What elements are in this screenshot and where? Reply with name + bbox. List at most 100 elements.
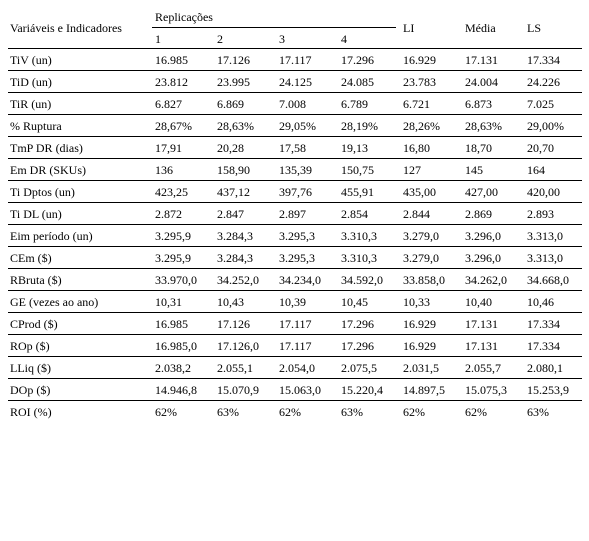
- table-rule: [8, 92, 582, 93]
- cell: 7.008: [279, 97, 306, 111]
- cell: 23.812: [155, 75, 188, 89]
- cell: 2.080,1: [527, 361, 563, 375]
- table-rule: [8, 158, 582, 159]
- cell: 17.296: [341, 339, 374, 353]
- cell: 28,19%: [341, 119, 378, 133]
- cell: 17.126: [217, 317, 250, 331]
- cell: 23.783: [403, 75, 436, 89]
- cell: 62%: [155, 405, 177, 419]
- cell: 17.117: [279, 317, 312, 331]
- row-label: TiV (un): [10, 53, 52, 67]
- cell: 14.897,5: [403, 383, 445, 397]
- cell: 16.985: [155, 53, 188, 67]
- cell: 34.668,0: [527, 273, 569, 287]
- cell: 127: [403, 163, 421, 177]
- stat-header: LI: [403, 21, 415, 35]
- cell: 28,67%: [155, 119, 192, 133]
- cell: 135,39: [279, 163, 312, 177]
- cell: 3.313,0: [527, 229, 563, 243]
- cell: 2.031,5: [403, 361, 439, 375]
- cell: 10,45: [341, 295, 368, 309]
- replication-header: 2: [217, 32, 223, 46]
- cell: 3.279,0: [403, 251, 439, 265]
- cell: 420,00: [527, 185, 560, 199]
- cell: 34.262,0: [465, 273, 507, 287]
- cell: 24.226: [527, 75, 560, 89]
- cell: 6.869: [217, 97, 244, 111]
- row-label: DOp ($): [10, 383, 51, 397]
- row-label: Eim período (un): [10, 229, 93, 243]
- cell: 3.296,0: [465, 229, 501, 243]
- row-label: CEm ($): [10, 251, 52, 265]
- cell: 16,80: [403, 141, 430, 155]
- table-rule: [8, 180, 582, 181]
- cell: 6.721: [403, 97, 430, 111]
- cell: 2.854: [341, 207, 368, 221]
- cell: 15.070,9: [217, 383, 259, 397]
- cell: 23.995: [217, 75, 250, 89]
- row-label: TiR (un): [10, 97, 52, 111]
- cell: 3.296,0: [465, 251, 501, 265]
- cell: 34.592,0: [341, 273, 383, 287]
- cell: 136: [155, 163, 173, 177]
- table-rule: [8, 268, 582, 269]
- cell: 63%: [217, 405, 239, 419]
- table-rule: [8, 136, 582, 137]
- cell: 62%: [403, 405, 425, 419]
- replication-header: 1: [155, 32, 161, 46]
- cell: 28,63%: [217, 119, 254, 133]
- cell: 3.284,3: [217, 251, 253, 265]
- table-rule: [8, 356, 582, 357]
- cell: 16.929: [403, 53, 436, 67]
- cell: 427,00: [465, 185, 498, 199]
- cell: 17.126,0: [217, 339, 259, 353]
- cell: 2.893: [527, 207, 554, 221]
- cell: 3.295,3: [279, 229, 315, 243]
- cell: 3.279,0: [403, 229, 439, 243]
- cell: 28,63%: [465, 119, 502, 133]
- cell: 10,39: [279, 295, 306, 309]
- cell: 6.827: [155, 97, 182, 111]
- row-label: TiD (un): [10, 75, 52, 89]
- cell: 16.929: [403, 317, 436, 331]
- cell: 17.131: [465, 317, 498, 331]
- replication-header: 3: [279, 32, 285, 46]
- cell: 2.055,1: [217, 361, 253, 375]
- cell: 28,26%: [403, 119, 440, 133]
- cell: 437,12: [217, 185, 250, 199]
- table-rule: [8, 48, 582, 49]
- table-rule: [8, 246, 582, 247]
- cell: 17.131: [465, 339, 498, 353]
- row-label: GE (vezes ao ano): [10, 295, 99, 309]
- cell: 3.310,3: [341, 251, 377, 265]
- table-rule: [8, 334, 582, 335]
- table-rule: [152, 27, 396, 28]
- table-rule: [8, 312, 582, 313]
- cell: 2.847: [217, 207, 244, 221]
- row-label: Em DR (SKUs): [10, 163, 87, 177]
- cell: 29,00%: [527, 119, 564, 133]
- cell: 15.075,3: [465, 383, 507, 397]
- cell: 145: [465, 163, 483, 177]
- cell: 10,46: [527, 295, 554, 309]
- cell: 63%: [341, 405, 363, 419]
- cell: 3.310,3: [341, 229, 377, 243]
- table-rule: [8, 202, 582, 203]
- cell: 10,43: [217, 295, 244, 309]
- cell: 17,91: [155, 141, 182, 155]
- cell: 17.296: [341, 317, 374, 331]
- cell: 15.253,9: [527, 383, 569, 397]
- stat-header: Média: [465, 21, 496, 35]
- row-label: CProd ($): [10, 317, 58, 331]
- cell: 3.295,9: [155, 251, 191, 265]
- table-rule: [8, 378, 582, 379]
- cell: 2.869: [465, 207, 492, 221]
- cell: 17.296: [341, 53, 374, 67]
- cell: 10,33: [403, 295, 430, 309]
- cell: 24.085: [341, 75, 374, 89]
- cell: 423,25: [155, 185, 188, 199]
- cell: 20,28: [217, 141, 244, 155]
- cell: 20,70: [527, 141, 554, 155]
- header-group: Replicações: [155, 10, 213, 24]
